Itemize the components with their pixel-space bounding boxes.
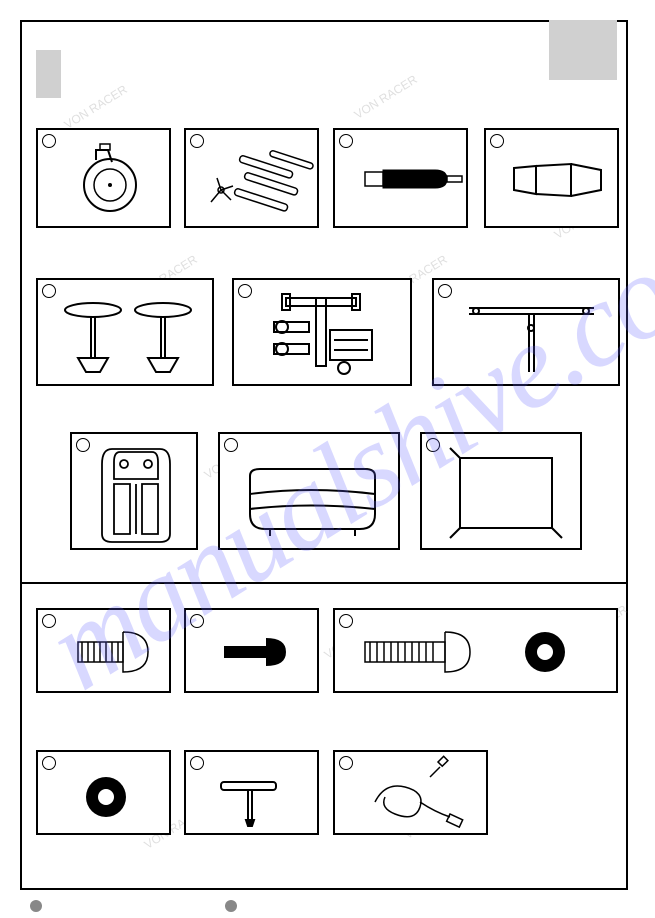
bolt-black-icon [186, 610, 321, 695]
caster-icon [38, 130, 173, 230]
part-armrests [36, 278, 214, 386]
top-tab [549, 20, 617, 80]
cover-icon [486, 130, 621, 230]
bolt-icon [38, 610, 173, 695]
legs-icon [186, 130, 321, 230]
section-divider [20, 582, 628, 584]
footer-icon-1 [30, 900, 42, 912]
gaslift-icon [335, 130, 470, 230]
left-tab [36, 50, 61, 98]
part-mechanism [232, 278, 412, 386]
part-frame [420, 432, 582, 550]
part-tbracket [432, 278, 620, 386]
bolt-washer-icon [335, 610, 620, 695]
hw-bolt-m6 [36, 608, 171, 693]
part-gaslift [333, 128, 468, 228]
hw-washer [36, 750, 171, 835]
washer-icon [38, 752, 173, 837]
hw-bolt-washer [333, 608, 618, 693]
allenkey-icon [186, 752, 321, 837]
footer-icon-2 [225, 900, 237, 912]
hw-usb-cable [333, 750, 488, 835]
hw-allenkey [184, 750, 319, 835]
tbracket-icon [434, 280, 622, 388]
part-legs [184, 128, 319, 228]
part-seat [218, 432, 400, 550]
usb-icon [335, 752, 490, 837]
backrest-icon [72, 434, 200, 552]
hw-bolt-black [184, 608, 319, 693]
mechanism-icon [234, 280, 414, 388]
part-cover [484, 128, 619, 228]
armrests-icon [38, 280, 216, 388]
part-caster [36, 128, 171, 228]
seat-icon [220, 434, 402, 552]
part-backrest [70, 432, 198, 550]
frame-icon [422, 434, 584, 552]
